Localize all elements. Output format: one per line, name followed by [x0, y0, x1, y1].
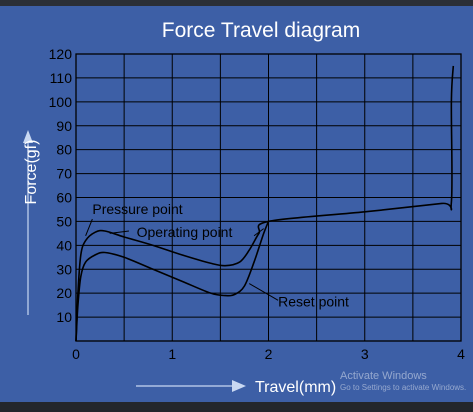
x-axis-arrow-head [232, 380, 246, 392]
y-tick-label: 50 [56, 213, 72, 229]
y-tick-label: 110 [50, 70, 73, 86]
window-top-bar [0, 0, 473, 6]
y-tick-label: 20 [56, 285, 72, 301]
y-axis-label: Force(gf) [23, 140, 40, 205]
force-curve-1 [75, 65, 455, 342]
y-tick-label: 100 [49, 94, 73, 110]
x-tick-label: 3 [361, 346, 369, 362]
y-tick-label: 120 [49, 46, 73, 62]
y-tick-label: 10 [56, 309, 72, 325]
windows-activation-watermark: Activate Windows Go to Settings to activ… [340, 370, 473, 392]
chart-curves [75, 65, 455, 342]
x-tick-label: 1 [168, 346, 176, 362]
force-curve-2 [75, 221, 270, 342]
window-bottom-bar [0, 402, 473, 412]
x-tick-label: 4 [457, 346, 465, 362]
chart-grid [75, 53, 462, 342]
chart-title: Force Travel diagram [162, 19, 360, 42]
annotation-leaders [85, 218, 279, 301]
x-tick-label: 0 [72, 346, 80, 362]
x-tick-label: 2 [265, 346, 273, 362]
y-tick-label: 40 [56, 237, 72, 253]
x-axis-label: Travel(mm) [255, 379, 336, 396]
y-tick-label: 70 [56, 166, 72, 182]
chart-annotations: Pressure point Operating point Reset point [92, 201, 349, 309]
activation-title: Activate Windows [340, 370, 427, 382]
annotation-label: Reset point [278, 293, 349, 309]
annotation-leader-line [248, 283, 279, 301]
y-axis-arrow-head [23, 130, 33, 143]
y-tick-label: 60 [56, 190, 72, 206]
activation-subtitle: Go to Settings to activate Windows. [340, 382, 467, 392]
y-tick-label: 80 [56, 142, 72, 158]
annotation-label: Operating point [137, 224, 233, 240]
annotation-leader-line [109, 230, 129, 234]
y-tick-label: 90 [56, 118, 72, 134]
y-tick-label: 30 [56, 261, 72, 277]
annotation-leader-line [253, 228, 264, 237]
annotation-label: Pressure point [92, 201, 182, 217]
chart-ticks: 10 20 30 40 50 60 70 80 90 100 110 120 0 1 2 3 4 [49, 46, 465, 362]
annotation-leader-line [85, 218, 93, 236]
